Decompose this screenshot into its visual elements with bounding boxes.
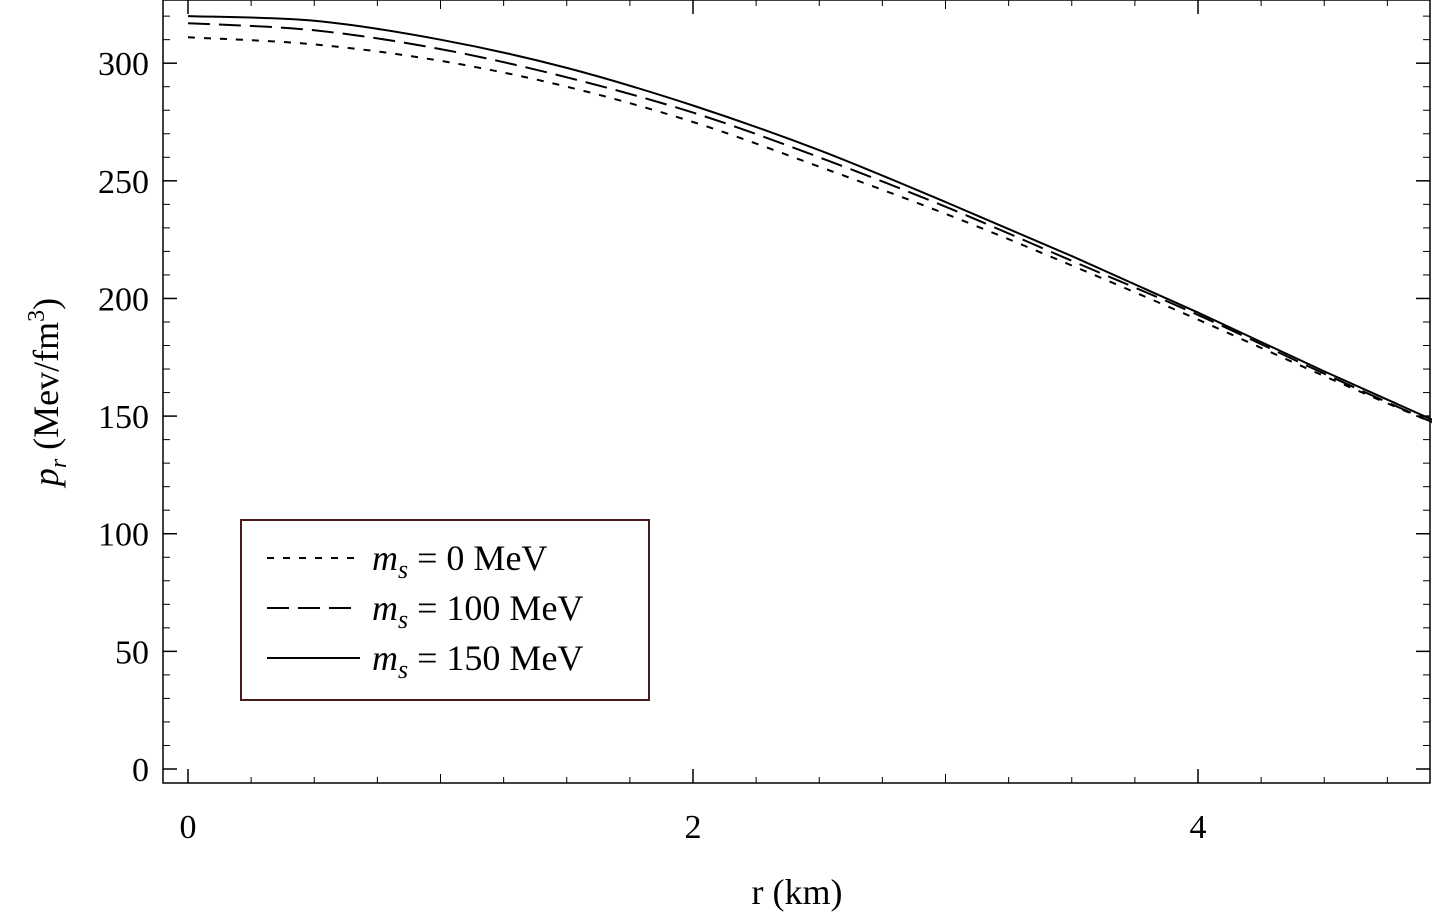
plot-frame (162, 0, 1431, 784)
y-tick-label: 100 (98, 517, 149, 554)
y-label-unit-close: ) (26, 298, 66, 310)
legend-label: ms = 150 MeV (372, 638, 583, 684)
legend-label: ms = 0 MeV (372, 538, 547, 584)
y-tick-label: 0 (132, 752, 149, 789)
legend-item-ms-150: ms = 150 MeV (267, 638, 583, 684)
x-axis-label: r (km) (752, 872, 843, 912)
y-tick-labels: 0 50 100 150 200 250 300 (98, 46, 149, 789)
x-tick-label: 4 (1190, 809, 1207, 846)
y-label-subscript: r (46, 458, 72, 468)
minor-ticks (163, 0, 1430, 783)
legend-item-ms-0: ms = 0 MeV (267, 538, 547, 584)
major-ticks (163, 0, 1430, 783)
legend-item-ms-100: ms = 100 MeV (267, 588, 583, 634)
y-label-unit: (Mev/fm (26, 322, 66, 459)
x-tick-label: 0 (180, 809, 197, 846)
series-line-ms-100 (187, 22, 1432, 424)
y-label-unit-sup: 3 (24, 310, 50, 322)
y-tick-label: 50 (115, 634, 149, 671)
x-tick-labels: 02468 (180, 809, 1207, 846)
series-lines (187, 15, 1432, 424)
series-line-ms-150 (187, 15, 1432, 421)
x-tick-label: 2 (685, 809, 702, 846)
y-axis-label: pr (Mev/fm3) (24, 298, 72, 489)
y-tick-label: 200 (98, 281, 149, 318)
y-tick-label: 150 (98, 399, 149, 436)
legend-label: ms = 100 MeV (372, 588, 583, 634)
legend-box (240, 519, 650, 701)
y-tick-label: 300 (98, 46, 149, 83)
y-tick-label: 250 (98, 164, 149, 201)
y-label-symbol: p (26, 468, 66, 489)
